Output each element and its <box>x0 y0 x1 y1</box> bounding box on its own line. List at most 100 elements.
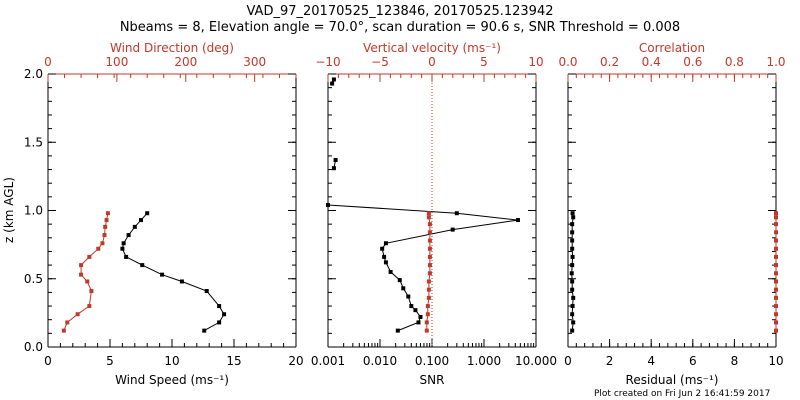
wind-speed-point <box>179 279 184 284</box>
snr-point <box>450 227 455 232</box>
wind-direction-point <box>103 224 108 229</box>
residual-x-tick-label: 0 <box>564 354 572 368</box>
wind-direction-point <box>79 272 84 277</box>
residual-top-tick-label: 0.6 <box>683 55 702 69</box>
wind-x-tick-label: 10 <box>164 354 179 368</box>
residual-point <box>570 263 575 268</box>
residual-point <box>570 328 575 333</box>
wind-direction-point <box>104 218 109 223</box>
correlation-point <box>774 279 778 284</box>
wind-speed-point <box>217 304 222 309</box>
snr-line <box>327 79 519 332</box>
residual-point <box>570 287 575 292</box>
correlation-point <box>774 211 778 216</box>
wind-direction-point <box>87 304 92 309</box>
correlation-point <box>774 328 778 333</box>
correlation-point <box>774 304 778 309</box>
vertical-velocity-point <box>425 312 430 317</box>
residual-point <box>570 222 575 227</box>
snr-point <box>515 218 520 223</box>
wind-speed-line <box>121 212 225 332</box>
wind-speed-point <box>139 218 143 223</box>
y-tick-label: 2.0 <box>24 67 43 81</box>
residual-top-tick-label: 0.0 <box>558 55 577 69</box>
correlation-point <box>774 222 778 227</box>
residual-x-tick-label: 8 <box>731 354 739 368</box>
snr-point <box>383 241 388 246</box>
wind-direction-point <box>96 246 101 251</box>
vertical-velocity-point <box>424 328 429 333</box>
correlation-point <box>774 230 778 235</box>
snr-point <box>454 211 459 216</box>
residual-top-tick-label: 0.4 <box>642 55 661 69</box>
wind-top-tick-label: 200 <box>174 55 197 69</box>
snr-point <box>397 278 402 283</box>
vertical-velocity-point <box>425 304 430 309</box>
wind-top-tick-label: 100 <box>105 55 128 69</box>
residual-point <box>570 230 575 235</box>
wind-top-tick-label: 300 <box>243 55 266 69</box>
y-tick-label: 1.0 <box>24 204 43 218</box>
residual-x-axis-title: Residual (ms⁻¹) <box>626 373 719 387</box>
snr-point <box>395 328 400 333</box>
vertical-velocity-point <box>427 238 432 243</box>
snr-x-axis-title: SNR <box>420 373 445 387</box>
vertical-velocity-point <box>426 287 431 292</box>
wind-speed-point <box>204 289 209 294</box>
residual-x-tick-label: 4 <box>647 354 655 368</box>
snr-point <box>418 314 423 319</box>
wind-direction-point <box>65 320 70 325</box>
snr-point <box>388 269 393 274</box>
y-axis-label: z (km AGL) <box>2 177 16 243</box>
correlation-point <box>774 295 778 300</box>
residual-x-tick-label: 6 <box>689 354 697 368</box>
snr-point <box>409 304 414 309</box>
snr-top-tick-label: −5 <box>371 55 389 69</box>
wind-x-tick-label: 20 <box>288 354 303 368</box>
residual-point <box>571 215 576 220</box>
correlation-point <box>774 320 778 325</box>
wind-direction-point <box>79 263 84 268</box>
vertical-velocity-line <box>426 213 431 331</box>
snr-point <box>406 294 411 299</box>
residual-point <box>570 304 575 309</box>
residual-point <box>570 238 575 243</box>
correlation-point <box>774 271 778 276</box>
wind-x-axis-title: Wind Speed (ms⁻¹) <box>115 373 229 387</box>
residual-point <box>570 211 575 216</box>
wind-speed-point <box>222 312 227 317</box>
wind-x-tick-label: 0 <box>44 354 52 368</box>
snr-point <box>416 320 421 325</box>
snr-x-tick-label: 0.100 <box>415 354 449 368</box>
snr-point <box>383 260 388 265</box>
snr-top-axis-title: Vertical velocity (ms⁻¹) <box>363 41 501 55</box>
snr-x-tick-label: 10.000 <box>515 354 557 368</box>
correlation-point <box>774 238 778 243</box>
wind-x-tick-label: 5 <box>106 354 114 368</box>
snr-point <box>331 166 336 171</box>
wind-speed-point <box>140 263 145 268</box>
snr-point <box>326 203 330 208</box>
snr-point <box>382 254 387 259</box>
snr-point <box>380 246 385 251</box>
correlation-point <box>774 287 778 292</box>
wind-direction-point <box>75 312 80 317</box>
wind-x-tick-label: 15 <box>226 354 241 368</box>
residual-line <box>571 213 574 331</box>
vertical-velocity-point <box>424 320 429 325</box>
vertical-velocity-point <box>426 279 431 284</box>
snr-top-tick-label: −10 <box>315 55 340 69</box>
wind-speed-point <box>217 320 222 325</box>
residual-point <box>570 254 575 259</box>
snr-point <box>413 308 418 313</box>
wind-speed-point <box>132 224 137 229</box>
vertical-velocity-point <box>427 271 432 276</box>
residual-x-tick-label: 2 <box>606 354 614 368</box>
correlation-point <box>774 312 778 317</box>
residual-top-axis-title: Correlation <box>639 41 705 55</box>
snr-x-tick-label: 0.010 <box>363 354 397 368</box>
snr-x-tick-label: 1.000 <box>467 354 501 368</box>
vertical-velocity-point <box>427 246 432 251</box>
